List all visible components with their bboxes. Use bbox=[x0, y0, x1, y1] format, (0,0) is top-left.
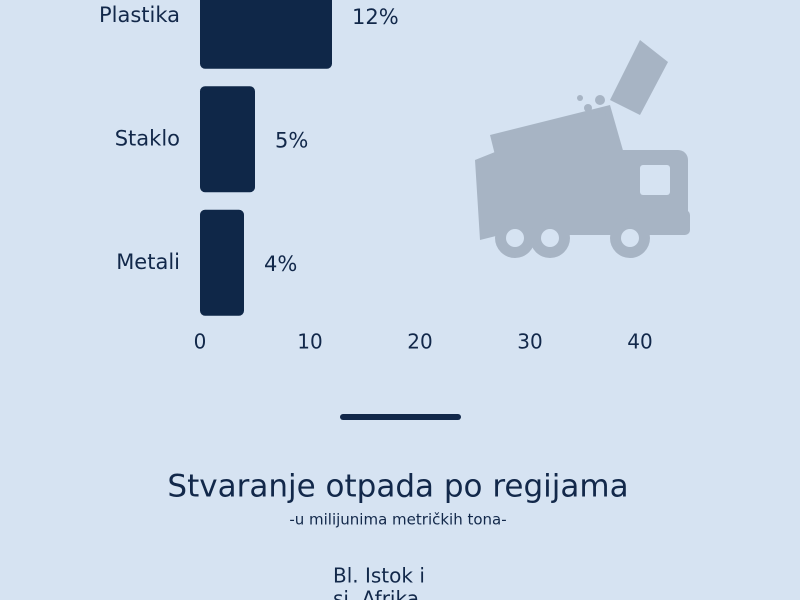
y-tick-label: Staklo bbox=[115, 126, 180, 150]
x-tick-label: 30 bbox=[517, 330, 542, 354]
x-tick-label: 0 bbox=[194, 330, 207, 354]
x-tick-label: 10 bbox=[297, 330, 322, 354]
value-label: 4% bbox=[264, 252, 297, 276]
y-tick-label: Metali bbox=[116, 250, 180, 274]
section-subtitle: -u milijunima metričkih tona- bbox=[289, 511, 506, 529]
section-title: Stvaranje otpada po regijama bbox=[167, 469, 628, 505]
x-tick-label: 20 bbox=[407, 330, 432, 354]
bar bbox=[200, 209, 244, 316]
x-tick-label: 40 bbox=[627, 330, 652, 354]
bar bbox=[200, 86, 255, 193]
truck-icon bbox=[475, 40, 690, 258]
y-tick-label: Plastika bbox=[99, 3, 180, 27]
region-label: Bl. Istok i bbox=[333, 564, 425, 588]
value-label: 12% bbox=[352, 5, 399, 29]
region-label: sj. Afrika bbox=[333, 587, 419, 600]
value-label: 5% bbox=[275, 128, 308, 152]
bar bbox=[200, 0, 332, 69]
